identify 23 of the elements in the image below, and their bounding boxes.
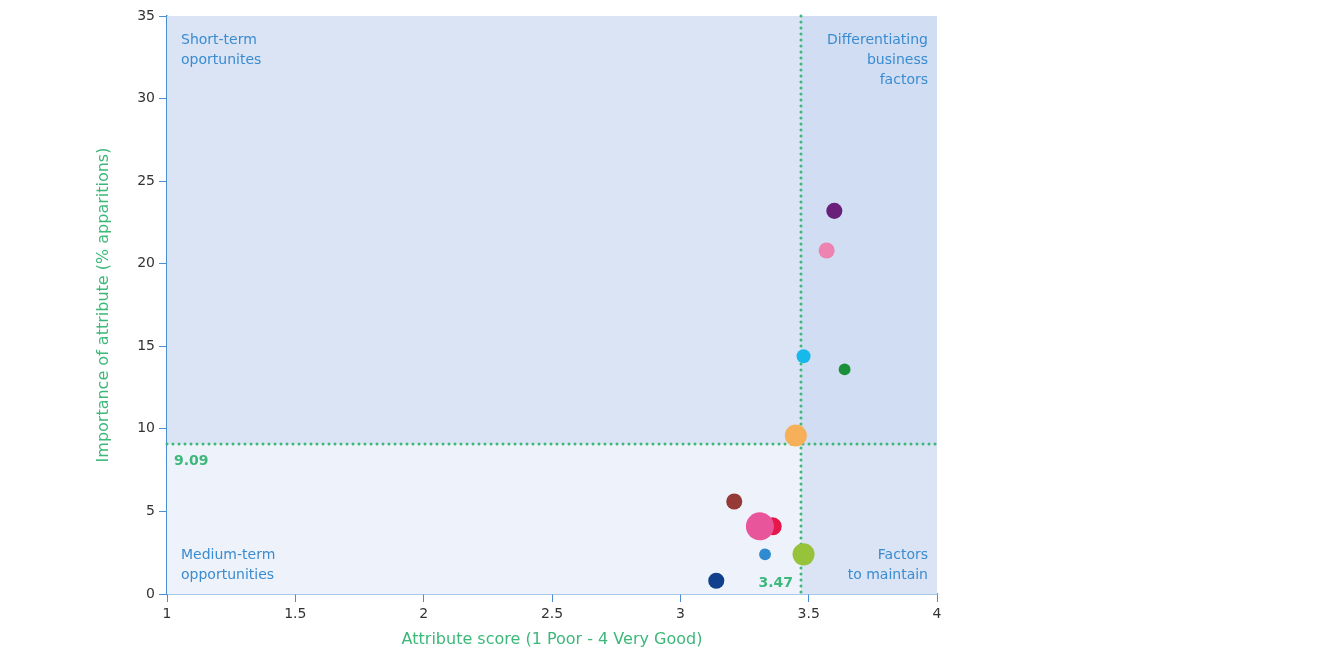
annotation: Differentiating business factors xyxy=(827,30,928,87)
x-tick-label: 1 xyxy=(162,605,172,622)
y-tick-label: 35 xyxy=(137,6,155,23)
x-tick-label: 3 xyxy=(675,605,685,622)
y-tick-label: 25 xyxy=(137,171,155,188)
x-tick-label: 1.5 xyxy=(284,605,307,622)
x-axis-title: Attribute score (1 Poor - 4 Very Good) xyxy=(401,628,703,648)
y-tick-label: 30 xyxy=(137,89,155,106)
ref-line-label: 9.09 xyxy=(174,451,209,468)
y-tick-label: 5 xyxy=(146,502,155,519)
y-tick-label: 10 xyxy=(137,419,155,436)
y-tick-label: 20 xyxy=(137,254,155,271)
x-tick-label: 3.5 xyxy=(797,605,820,622)
x-tick-label: 2.5 xyxy=(540,605,564,622)
x-tick-label: 2 xyxy=(419,605,429,622)
x-tick-label: 4 xyxy=(932,605,942,622)
ref-line-label: 3.47 xyxy=(758,573,793,590)
y-tick-label: 0 xyxy=(146,584,155,601)
annotation: Medium-term opportunities xyxy=(181,545,276,582)
annotation: Factors to maintain xyxy=(847,545,928,582)
annotation: Short-term oportunites xyxy=(181,30,262,67)
y-tick-label: 15 xyxy=(137,336,155,353)
y-axis-title: Importance of attribute (% apparitions) xyxy=(92,147,112,463)
